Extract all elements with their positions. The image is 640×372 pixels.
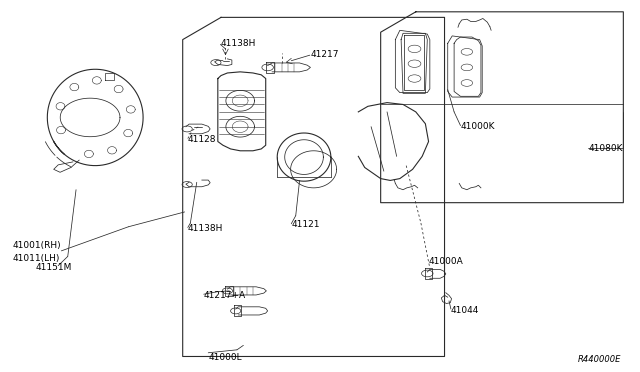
Text: 41217: 41217 [310, 50, 339, 59]
Text: 41044: 41044 [451, 306, 479, 315]
Text: 41000K: 41000K [461, 122, 495, 131]
Text: 41121: 41121 [291, 221, 320, 230]
Text: 41138H: 41138H [188, 224, 223, 233]
Text: 41000L: 41000L [208, 353, 242, 362]
Text: R440000E: R440000E [578, 355, 621, 364]
Text: 41128: 41128 [188, 135, 216, 144]
Text: 41000A: 41000A [429, 257, 463, 266]
Text: 41080K: 41080K [588, 144, 623, 153]
Text: 41151M: 41151M [36, 263, 72, 272]
Text: 41217+A: 41217+A [204, 291, 246, 300]
Text: 41011(LH): 41011(LH) [12, 254, 60, 263]
Text: 41001(RH): 41001(RH) [12, 241, 61, 250]
Text: 41138H: 41138H [221, 39, 257, 48]
